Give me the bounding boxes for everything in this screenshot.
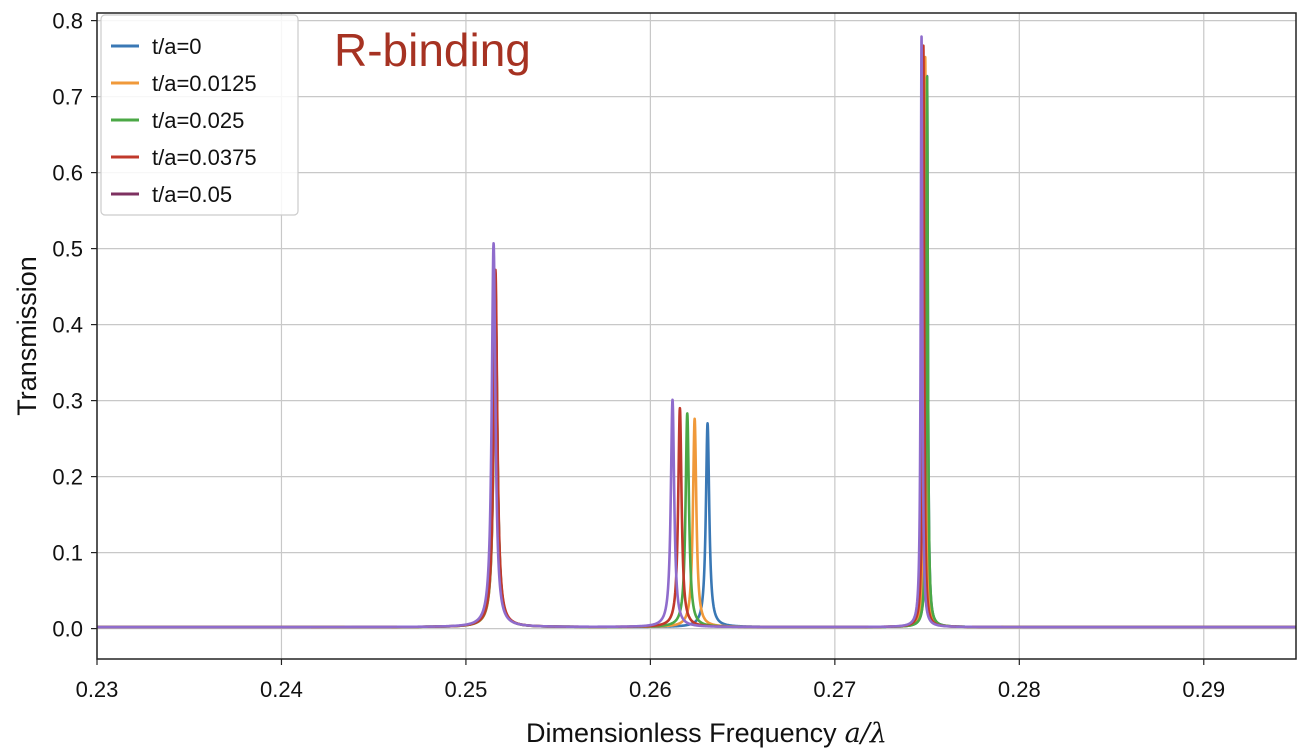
x-tick-label: 0.24: [260, 677, 303, 702]
legend-label-1: t/a=0.0125: [152, 71, 257, 96]
x-axis-label-text: Dimensionless Frequency: [526, 718, 837, 748]
y-axis-label: Transmission: [12, 256, 42, 416]
legend-label-3: t/a=0.0375: [152, 145, 257, 170]
series-line-4: [96, 35, 1297, 629]
y-tick-label: 0.5: [52, 237, 83, 262]
legend-label-0: t/a=0: [152, 34, 202, 59]
x-tick-label: 0.28: [998, 677, 1041, 702]
grid: [96, 13, 1296, 659]
y-tick-label: 0.8: [52, 9, 83, 34]
x-axis-ticks: 0.23 0.24 0.25 0.26 0.27 0.28 0.29: [76, 659, 1225, 702]
y-tick-label: 0.0: [52, 617, 83, 642]
y-tick-label: 0.7: [52, 85, 83, 110]
plot-frame: [96, 12, 1297, 660]
x-tick-label: 0.25: [445, 677, 488, 702]
x-tick-label: 0.23: [76, 677, 119, 702]
series-layer: [96, 35, 1297, 629]
x-tick-label: 0.27: [813, 677, 856, 702]
y-tick-label: 0.4: [52, 313, 83, 338]
legend-label-4: t/a=0.05: [152, 182, 232, 207]
y-axis-ticks: 0.0 0.1 0.2 0.3 0.4 0.5 0.6 0.7 0.8: [52, 9, 97, 642]
y-tick-label: 0.3: [52, 389, 83, 414]
x-tick-label: 0.26: [629, 677, 672, 702]
annotation-r-binding: R-binding: [334, 24, 531, 76]
y-tick-label: 0.2: [52, 465, 83, 490]
x-axis-label: Dimensionless Frequency a/λ: [526, 718, 887, 749]
legend-box: [100, 14, 299, 216]
legend-label-2: t/a=0.025: [152, 108, 244, 133]
x-axis-label-math: a/λ: [845, 718, 887, 749]
x-tick-label: 0.29: [1182, 677, 1225, 702]
y-tick-label: 0.6: [52, 161, 83, 186]
legend: t/a=0 t/a=0.0125 t/a=0.025 t/a=0.0375 t/a=0.…: [100, 14, 299, 216]
y-tick-label: 0.1: [52, 541, 83, 566]
